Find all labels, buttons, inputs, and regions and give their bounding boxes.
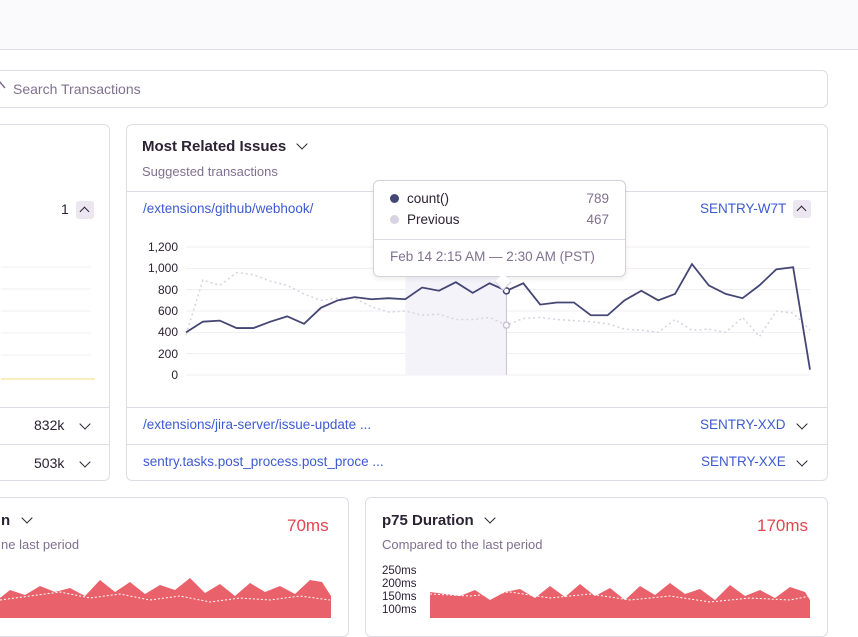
card-subtitle: Compared to the last period <box>382 537 543 552</box>
series-line-previous <box>185 271 811 338</box>
card-subtitle: Suggested transactions <box>142 164 278 179</box>
card-header[interactable]: Most Related Issues <box>142 138 308 156</box>
tooltip-series-name: count() <box>407 191 450 206</box>
tooltip-series-value: 467 <box>586 212 609 227</box>
card-header[interactable]: n <box>1 512 33 530</box>
y-tick-label: 200 <box>157 346 178 361</box>
transaction-link[interactable]: sentry.tasks.post_process.post_proce ... <box>143 454 384 469</box>
metric-value: 170ms <box>757 516 809 535</box>
metric-value: 70ms <box>287 516 329 535</box>
transaction-link[interactable]: /extensions/jira-server/issue-update ... <box>143 417 372 432</box>
left-card-count: 1 <box>61 201 69 217</box>
tooltip-row-previous: Previous 467 <box>390 212 609 227</box>
tooltip-series-value: 789 <box>586 191 609 206</box>
y-tick-label: 200ms <box>382 578 417 590</box>
tooltip-row-count: count() 789 <box>390 191 609 206</box>
y-tick-label: 100ms <box>382 604 417 616</box>
y-tick-label: 1,200 <box>147 240 178 254</box>
card-title[interactable]: p75 Duration <box>382 512 474 529</box>
issue-trend-chart[interactable] <box>0 0 858 618</box>
y-tick-label: 400 <box>157 325 178 340</box>
search-icon <box>0 81 6 89</box>
y-tick-label: 1,000 <box>147 261 178 276</box>
search-bar[interactable]: Search Transactions <box>0 70 828 108</box>
series-dot-count <box>390 194 399 203</box>
card-subtitle: ne last period <box>1 537 80 552</box>
series-dot-previous <box>390 215 399 224</box>
duration-sparkline <box>0 578 811 618</box>
card-title[interactable]: Most Related Issues <box>142 138 287 155</box>
chevron-up-icon[interactable] <box>76 201 94 219</box>
search-input[interactable]: Search Transactions <box>13 81 141 97</box>
issue-link[interactable]: SENTRY-XXE <box>701 454 786 469</box>
y-tick-label: 150ms <box>382 591 417 603</box>
hover-highlight-band <box>405 267 507 375</box>
y-tick-label: 250ms <box>382 565 417 577</box>
y-tick-label: 800 <box>157 282 178 297</box>
left-card-row-value: 832k <box>34 417 65 433</box>
tooltip-time-range: Feb 14 2:15 AM — 2:30 AM (PST) <box>390 249 595 264</box>
left-card-row-value: 503k <box>34 455 65 471</box>
left-card-chart <box>1 266 95 380</box>
y-tick-label: 0 <box>171 368 178 382</box>
top-bar <box>0 0 858 50</box>
card-title[interactable]: n <box>1 512 11 529</box>
tooltip-series-name: Previous <box>407 212 460 227</box>
y-tick-label: 600 <box>157 304 178 318</box>
card-header[interactable]: p75 Duration <box>382 512 496 530</box>
chevron-up-icon[interactable] <box>793 200 811 218</box>
series-line-count <box>185 262 811 370</box>
chart-tooltip: count() 789 Previous 467 Feb 14 2:15 AM … <box>373 180 626 277</box>
left-card: 1 832k 503k <box>0 124 110 481</box>
transaction-link[interactable]: /extensions/github/webhook/ <box>143 201 314 216</box>
hover-point-count <box>502 287 511 295</box>
issue-link[interactable]: SENTRY-XXD <box>700 417 786 432</box>
issue-link[interactable]: SENTRY-W7T <box>700 201 787 216</box>
hover-point-previous <box>502 321 511 329</box>
